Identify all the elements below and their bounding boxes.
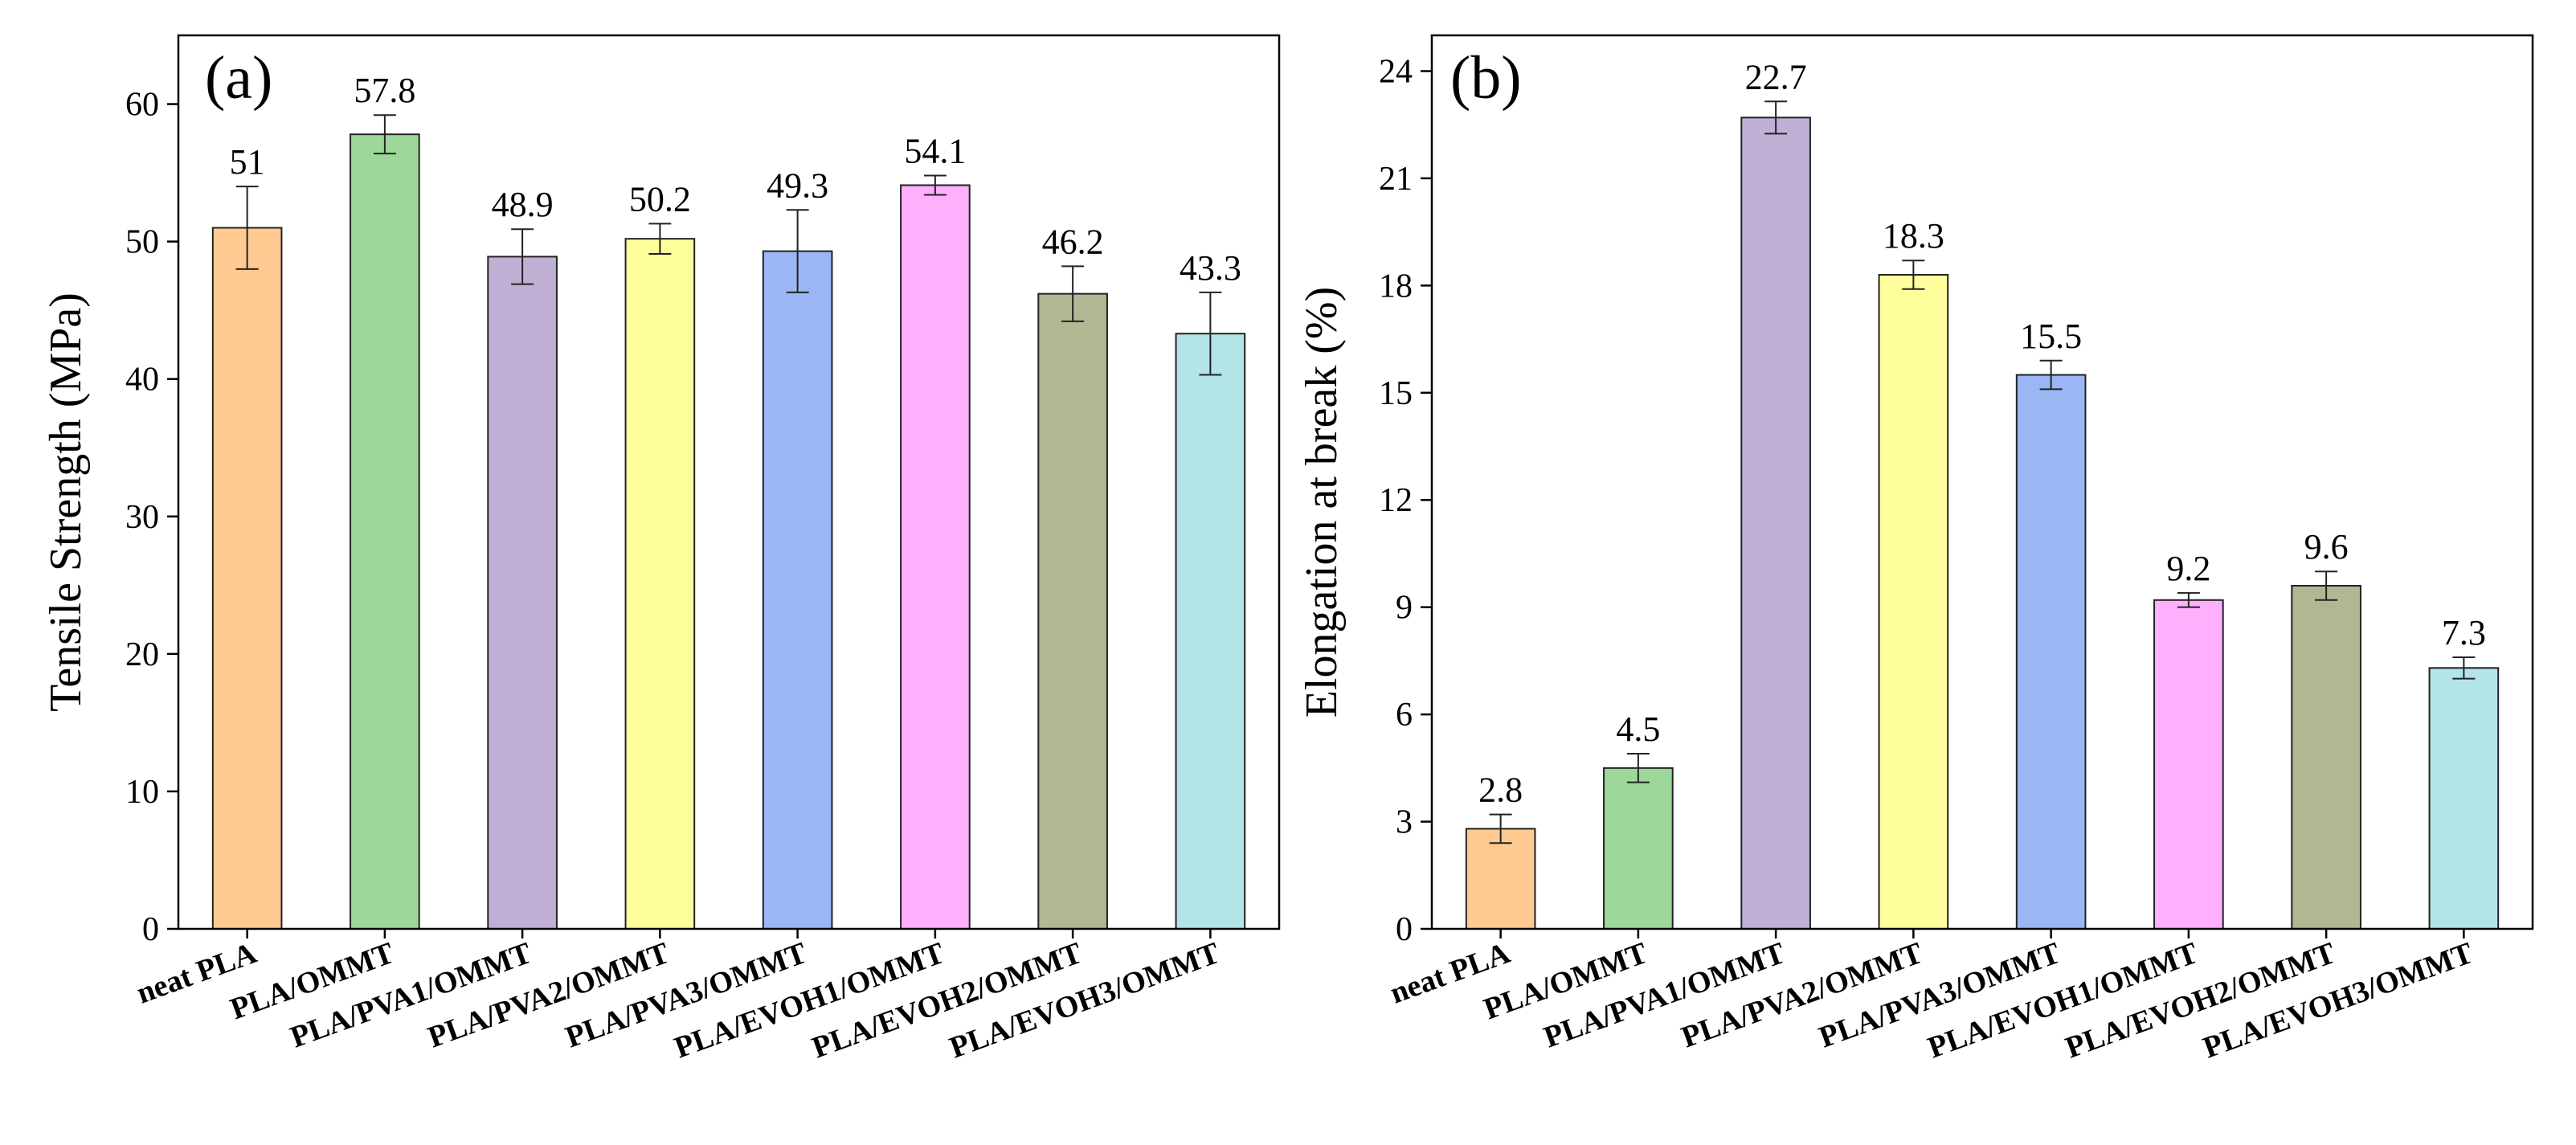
bar	[2153, 599, 2224, 930]
data-label: 50.2	[629, 179, 691, 219]
y-tick-label: 21	[1379, 161, 1413, 198]
bar	[762, 250, 833, 930]
y-tick-label: 3	[1396, 804, 1413, 841]
y-axis-title: Elongation at break (%)	[1297, 287, 1347, 718]
bar	[211, 227, 283, 930]
y-ticks: 0 10 20 30 40 50 60	[125, 87, 178, 948]
data-label: 9.2	[2166, 549, 2210, 588]
y-tick-label: 6	[1396, 697, 1413, 734]
y-tick-label: 50	[125, 224, 159, 261]
y-ticks: 0 3 6 9 12 15 18 21 24	[1379, 53, 1432, 948]
bar	[1037, 292, 1108, 930]
y-tick-label: 40	[125, 362, 159, 399]
data-label: 22.7	[1745, 57, 1807, 96]
bar	[487, 256, 558, 930]
y-axis-title: Tensile Strength (MPa)	[41, 292, 91, 712]
bar-marks: 51 57.8 48.9 50.2 49.3 54.1 46.2 43.3	[211, 71, 1246, 930]
data-label: 43.3	[1180, 248, 1241, 288]
y-tick-label: 24	[1379, 53, 1413, 90]
x-ticks: neat PLAPLA/OMMTPLA/PVA1/OMMTPLA/PVA2/OM…	[133, 929, 1224, 1065]
bar	[900, 184, 971, 930]
panel-label: (b)	[1450, 44, 1522, 112]
bar	[2291, 584, 2361, 930]
plot-frame	[177, 34, 1281, 930]
y-tick-label: 9	[1396, 590, 1413, 627]
y-tick-label: 18	[1379, 268, 1413, 305]
panel-label: (a)	[205, 44, 272, 112]
bar	[1465, 828, 1536, 930]
plot-frame	[1430, 34, 2534, 930]
y-tick-label: 60	[125, 87, 159, 124]
y-tick-label: 0	[142, 911, 159, 948]
data-label: 46.2	[1042, 222, 1104, 261]
data-label: 57.8	[354, 71, 415, 110]
panel-a: (a) Tensile Strength (MPa) 51 57.8 48.9 50.…	[41, 34, 1281, 1065]
data-label: 4.5	[1616, 709, 1660, 749]
data-label: 54.1	[904, 131, 966, 170]
bar	[1603, 767, 1674, 930]
data-label: 15.5	[2020, 317, 2082, 356]
panel-b: (b) Elongation at break (%) 2.8 4.5 22.7 18…	[1297, 34, 2534, 1065]
y-tick-label: 0	[1396, 911, 1413, 948]
data-label: 48.9	[492, 185, 554, 224]
data-label: 51	[230, 142, 265, 182]
y-tick-label: 30	[125, 499, 159, 536]
bar	[1878, 274, 1949, 930]
bar	[1175, 333, 1246, 930]
y-tick-label: 10	[125, 774, 159, 811]
bar	[624, 238, 696, 930]
data-label: 2.8	[1478, 771, 1523, 810]
data-label: 49.3	[767, 166, 828, 205]
bar	[1740, 117, 1811, 930]
y-tick-label: 20	[125, 636, 159, 673]
bar	[350, 133, 420, 930]
bar-marks: 2.8 4.5 22.7 18.3 15.5 9.2 9.6 7.3	[1465, 57, 2500, 930]
data-label: 7.3	[2442, 613, 2486, 652]
y-tick-label: 15	[1379, 375, 1413, 412]
data-label: 18.3	[1883, 216, 1944, 256]
bar	[2428, 667, 2500, 930]
bar	[2015, 374, 2087, 930]
data-label: 9.6	[2304, 527, 2349, 566]
x-ticks: neat PLAPLA/OMMTPLA/PVA1/OMMTPLA/PVA2/OM…	[1386, 929, 2477, 1065]
y-tick-label: 12	[1379, 482, 1413, 519]
